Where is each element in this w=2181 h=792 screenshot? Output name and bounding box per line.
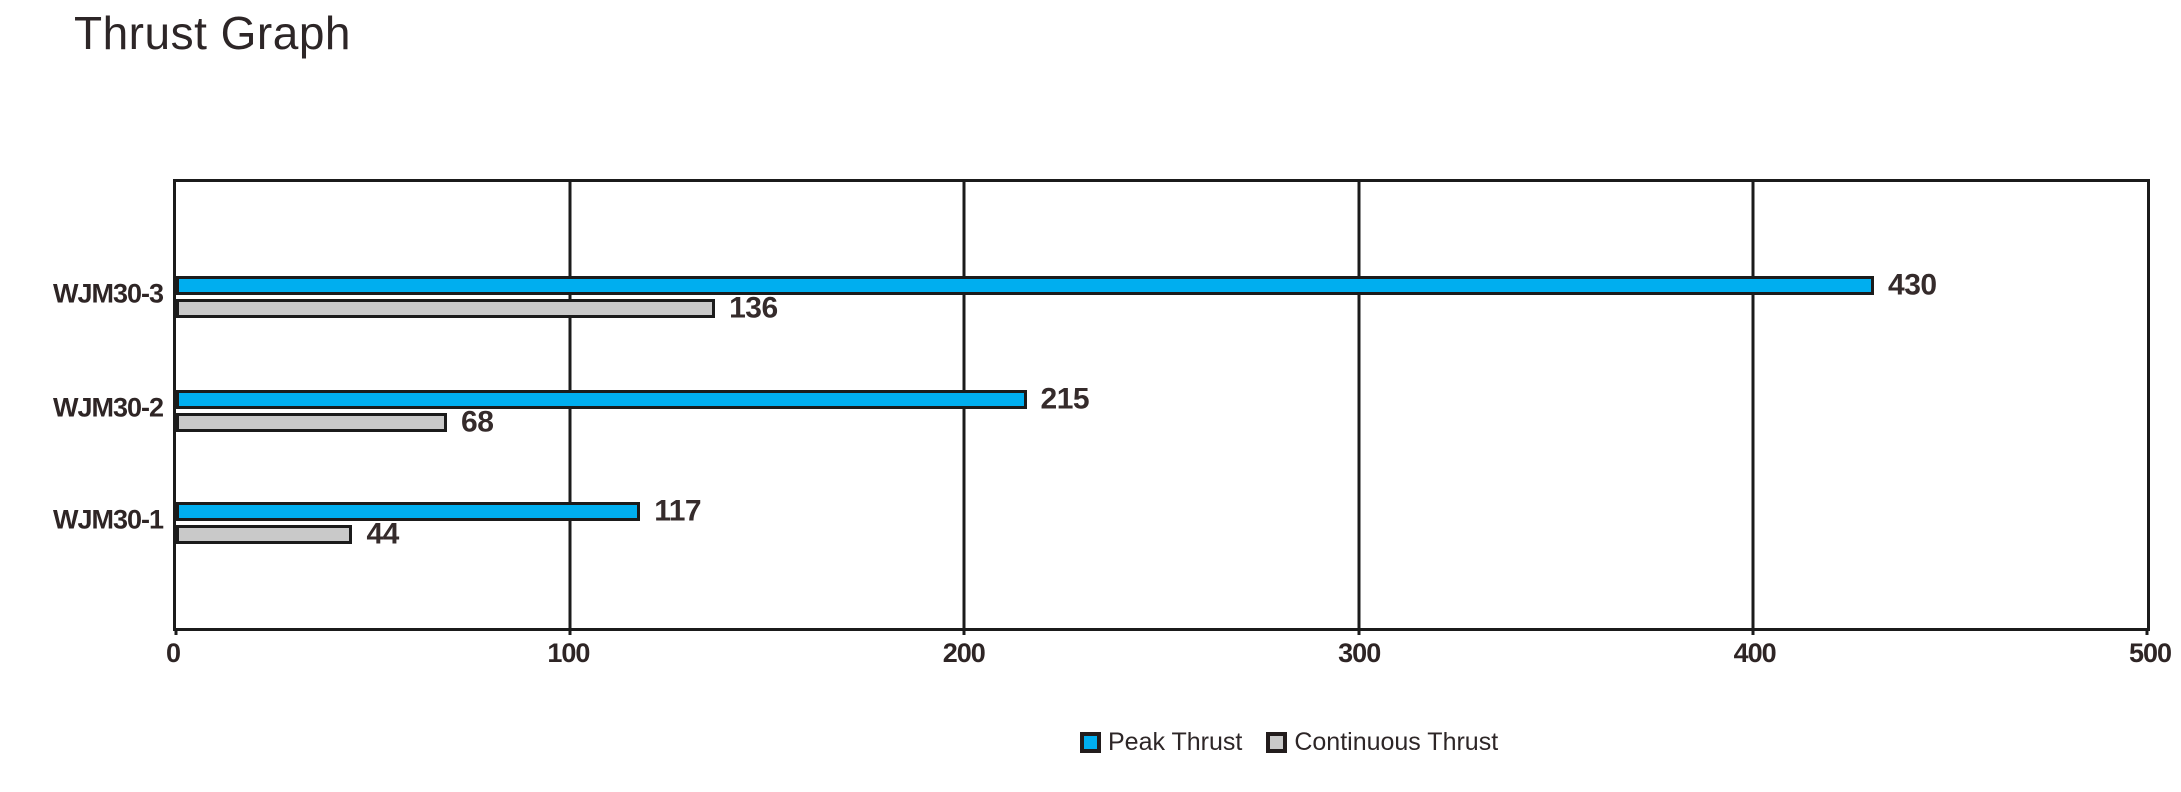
legend-swatch-continuous-thrust [1266,732,1288,753]
legend: Peak Thrust Continuous Thrust [1080,728,1498,757]
axis-tick-400 [1751,628,1755,635]
x-tick-label-100: 100 [547,638,590,668]
axis-tick-300 [1357,628,1361,635]
category-label-wjm30-3: WJM30-3 [52,278,164,309]
plot-area: 430 136 215 68 117 44 [173,179,2150,635]
axis-tick-100 [568,628,572,635]
gridline-x-400 [1751,182,1755,628]
bar-row-wjm30-3-peak: 430 [176,268,2147,301]
bar-peak-thrust-wjm30-1 [176,502,641,521]
category-label-wjm30-1: WJM30-1 [52,504,164,535]
x-axis-labels: 0 100 200 300 400 500 [166,638,2172,674]
legend-swatch-peak-thrust [1080,732,1101,753]
value-label-continuous-thrust-wjm30-2: 68 [461,404,494,438]
x-tick-label-400: 400 [1733,638,1777,668]
legend-item-continuous-thrust: Continuous Thrust [1266,728,1498,757]
legend-label-peak-thrust: Peak Thrust [1108,728,1243,756]
category-label-wjm30-2: WJM30-2 [52,392,164,423]
value-label-peak-thrust-wjm30-3: 430 [1888,267,1937,301]
bar-row-wjm30-2-peak: 215 [176,382,2147,415]
legend-item-peak-thrust: Peak Thrust [1080,728,1242,757]
x-tick-label-200: 200 [942,638,986,668]
gridline-x-300 [1357,182,1361,628]
axis-tick-200 [962,628,966,635]
bar-row-wjm30-1-continuous: 44 [176,517,2147,550]
bar-continuous-thrust-wjm30-1 [176,525,353,544]
value-label-continuous-thrust-wjm30-3: 136 [729,290,778,324]
legend-label-continuous-thrust: Continuous Thrust [1294,728,1499,756]
bar-peak-thrust-wjm30-3 [176,276,1875,295]
axis-tick-0 [174,628,178,635]
value-label-peak-thrust-wjm30-1: 117 [654,493,702,527]
value-label-continuous-thrust-wjm30-1: 44 [366,516,399,550]
x-tick-label-500: 500 [2128,638,2172,668]
bar-peak-thrust-wjm30-2 [176,390,1027,409]
bar-row-wjm30-1-peak: 117 [176,494,2147,527]
x-tick-label-0: 0 [165,638,181,668]
bar-continuous-thrust-wjm30-3 [176,299,716,318]
chart-title: Thrust Graph [74,7,351,59]
bar-continuous-thrust-wjm30-2 [176,413,448,432]
x-tick-label-300: 300 [1338,638,1381,668]
value-label-peak-thrust-wjm30-2: 215 [1040,381,1090,415]
axis-tick-500 [2145,628,2149,635]
bar-row-wjm30-2-continuous: 68 [176,405,2147,438]
bar-row-wjm30-3-continuous: 136 [176,291,2147,324]
